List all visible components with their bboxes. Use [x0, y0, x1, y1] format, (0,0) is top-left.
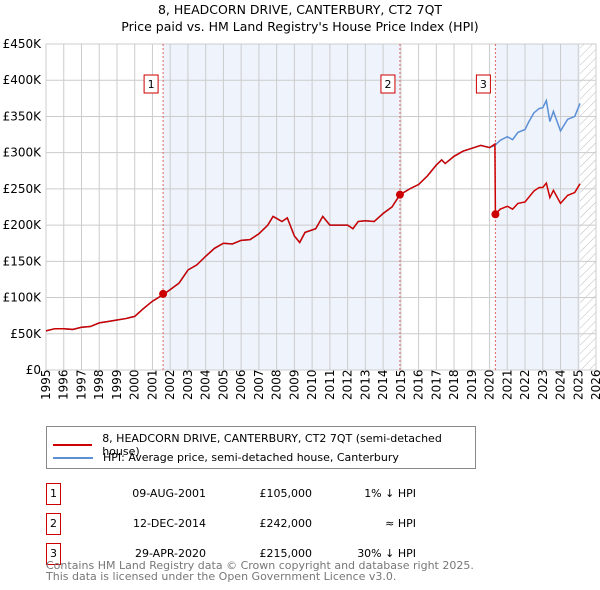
x-tick-label: 1999 — [110, 369, 124, 400]
transaction-price: £105,000 — [259, 487, 313, 500]
plot-border — [45, 43, 597, 371]
transaction-price: £215,000 — [259, 547, 313, 560]
y-tick-label: £250K — [3, 182, 43, 196]
chart-title: 8, HEADCORN DRIVE, CANTERBURY, CT2 7QT — [157, 2, 443, 17]
x-tick-label: 1996 — [57, 369, 71, 400]
transaction-date: 09-AUG-2001 — [132, 487, 206, 500]
sale-point — [491, 210, 500, 219]
transaction-hpi-comparison: ≈ HPI — [385, 517, 416, 530]
forecast-hatch — [580, 44, 596, 370]
y-tick-label: £200K — [3, 218, 43, 232]
x-tick-label: 2004 — [199, 369, 213, 400]
x-tick-label: 2014 — [376, 369, 390, 400]
legend-swatch-property — [53, 444, 93, 446]
x-tick-label: 1998 — [92, 369, 106, 400]
y-tick-label: £300K — [3, 146, 43, 160]
x-tick-label: 2026 — [589, 369, 600, 400]
x-tick-label: 2016 — [412, 369, 426, 400]
footer-licence: This data is licensed under the Open Gov… — [46, 570, 397, 583]
x-tick-label: 2011 — [323, 369, 337, 400]
x-tick-label: 2021 — [500, 369, 514, 400]
legend-item-hpi: HPI: Average price, semi-detached house,… — [53, 451, 399, 464]
x-tick-label: 2005 — [216, 369, 230, 400]
y-tick-label: £150K — [3, 254, 43, 268]
x-tick-label: 2000 — [128, 369, 142, 400]
y-tick-label: £350K — [3, 109, 43, 123]
y-tick-label: £450K — [3, 37, 43, 51]
x-tick-label: 2009 — [287, 369, 301, 400]
footer-copyright: Contains HM Land Registry data © Crown c… — [46, 559, 474, 572]
property-price-line — [45, 142, 581, 332]
x-tick-label: 2006 — [234, 369, 248, 400]
x-tick-label: 2022 — [518, 369, 532, 400]
x-tick-label: 2023 — [536, 369, 550, 400]
transaction-date: 29-APR-2020 — [134, 547, 206, 560]
transaction-price: £242,000 — [259, 517, 313, 530]
x-tick-label: 2020 — [483, 369, 497, 400]
transaction-hpi-comparison: 1% ↓ HPI — [364, 487, 416, 500]
x-tick-label: 2017 — [429, 369, 443, 400]
shaded-region — [163, 44, 400, 370]
sale-label: 2 — [384, 78, 391, 91]
sale-label: 1 — [148, 78, 155, 91]
transaction-hpi-comparison: 30% ↓ HPI — [357, 547, 416, 560]
y-tick-label: £50K — [10, 327, 42, 341]
sale-point — [159, 289, 168, 298]
x-tick-label: 1995 — [39, 369, 53, 400]
x-tick-label: 2001 — [145, 369, 159, 400]
price-chart: 1995 1996 1997 1998 1999 2000 2001 2002 2003 2004… — [3, 37, 600, 400]
y-tick-label: £100K — [3, 291, 43, 305]
x-tick-label: 2015 — [394, 369, 408, 400]
legend: 8, HEADCORN DRIVE, CANTERBURY, CT2 7QT (… — [46, 426, 476, 469]
legend-label-hpi: HPI: Average price, semi-detached house,… — [103, 451, 399, 464]
transaction-marker: 1 — [46, 483, 61, 505]
x-tick-label: 2013 — [358, 369, 372, 400]
x-tick-label: 2012 — [341, 369, 355, 400]
transaction-date: 12-DEC-2014 — [132, 517, 206, 530]
legend-swatch-hpi — [53, 456, 93, 459]
transaction-row: 2 12-DEC-2014 £242,000 ≈ HPI — [46, 513, 466, 535]
chart-subtitle: Price paid vs. HM Land Registry's House … — [121, 19, 479, 34]
transaction-row: 1 09-AUG-2001 £105,000 1% ↓ HPI — [46, 483, 466, 505]
y-tick-label: £400K — [3, 73, 43, 87]
legend-label-property: 8, HEADCORN DRIVE, CANTERBURY, CT2 7QT (… — [102, 432, 442, 458]
sale-label: 3 — [480, 78, 487, 91]
x-tick-label: 2019 — [465, 369, 479, 400]
transaction-marker: 3 — [46, 543, 61, 565]
sale-point — [395, 190, 404, 199]
x-tick-label: 2018 — [447, 369, 461, 400]
x-tick-label: 2024 — [554, 369, 568, 400]
sale-label-box — [143, 74, 159, 94]
x-tick-label: 2025 — [571, 369, 585, 400]
x-tick-label: 2008 — [270, 369, 284, 400]
sale-label-box — [380, 74, 396, 94]
y-tick-label: £0 — [26, 363, 41, 377]
x-tick-label: 2003 — [181, 369, 195, 400]
x-tick-label: 1997 — [74, 369, 88, 400]
footer: Contains HM Land Registry data © Crown c… — [46, 560, 474, 582]
legend-item-property: 8, HEADCORN DRIVE, CANTERBURY, CT2 7QT (… — [53, 432, 475, 458]
x-tick-label: 2002 — [163, 369, 177, 400]
x-tick-label: 2010 — [305, 369, 319, 400]
transaction-row: 3 29-APR-2020 £215,000 30% ↓ HPI — [46, 543, 466, 565]
x-tick-label: 2007 — [252, 369, 266, 400]
transaction-marker: 2 — [46, 513, 61, 535]
sale-label-box — [475, 74, 491, 94]
